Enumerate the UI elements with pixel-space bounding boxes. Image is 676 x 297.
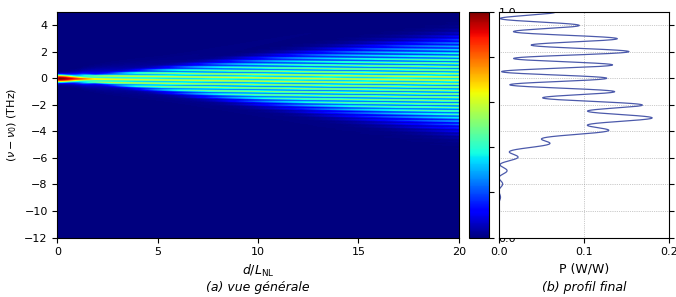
Text: (b) profil final: (b) profil final [541, 281, 626, 294]
X-axis label: $d/L_{\rm NL}$: $d/L_{\rm NL}$ [242, 263, 274, 279]
Y-axis label: $(\nu - \nu_0)\ \rm(THz)$: $(\nu - \nu_0)\ \rm(THz)$ [5, 88, 19, 162]
X-axis label: P (W/W): P (W/W) [559, 263, 609, 276]
Text: (a) vue générale: (a) vue générale [206, 281, 310, 294]
